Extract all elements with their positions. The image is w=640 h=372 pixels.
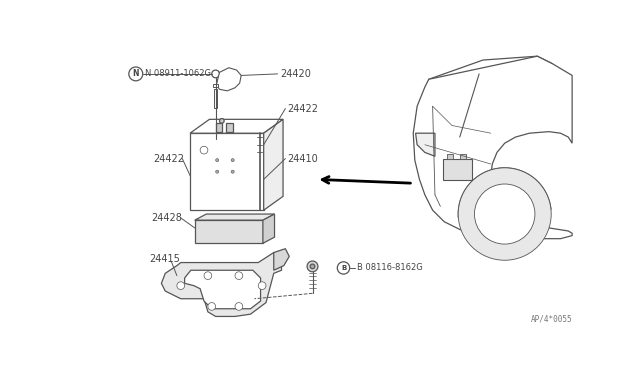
Bar: [443, 158, 472, 180]
Circle shape: [458, 168, 551, 260]
Polygon shape: [263, 214, 275, 243]
Text: 24420: 24420: [280, 69, 311, 79]
Circle shape: [216, 158, 219, 162]
Polygon shape: [274, 249, 289, 270]
Circle shape: [212, 70, 220, 78]
Bar: [195, 220, 263, 243]
Circle shape: [177, 282, 184, 289]
Text: N: N: [132, 70, 139, 78]
Polygon shape: [190, 119, 283, 133]
Circle shape: [235, 302, 243, 310]
Polygon shape: [429, 56, 553, 95]
Text: AP/4*0055: AP/4*0055: [531, 314, 572, 323]
Bar: [190, 133, 264, 210]
Circle shape: [307, 261, 318, 272]
Bar: [216, 123, 222, 132]
Circle shape: [204, 272, 212, 279]
Polygon shape: [430, 87, 444, 106]
Text: N 08911-1062G: N 08911-1062G: [145, 70, 211, 78]
Circle shape: [200, 146, 208, 154]
Text: 24415: 24415: [150, 254, 180, 264]
Circle shape: [235, 272, 243, 279]
Circle shape: [216, 170, 219, 173]
Bar: [447, 154, 452, 159]
Polygon shape: [413, 56, 572, 239]
Circle shape: [231, 170, 234, 173]
Polygon shape: [195, 214, 275, 220]
Bar: [214, 89, 217, 108]
Bar: [213, 84, 218, 87]
Polygon shape: [216, 68, 241, 91]
Bar: [227, 123, 233, 132]
Polygon shape: [161, 253, 282, 317]
Text: 24410: 24410: [288, 154, 319, 164]
Polygon shape: [415, 133, 435, 156]
Text: 24422: 24422: [288, 103, 319, 113]
Circle shape: [208, 302, 216, 310]
Circle shape: [310, 264, 315, 269]
Text: 24428: 24428: [151, 213, 182, 223]
Polygon shape: [184, 270, 260, 309]
Bar: [460, 154, 466, 159]
Circle shape: [259, 282, 266, 289]
Circle shape: [337, 262, 349, 274]
Polygon shape: [264, 119, 283, 210]
Text: B: B: [341, 265, 346, 271]
Text: B 08116-8162G: B 08116-8162G: [358, 263, 423, 272]
Text: 24422: 24422: [154, 154, 184, 164]
Circle shape: [231, 158, 234, 162]
Circle shape: [474, 184, 535, 244]
Circle shape: [220, 119, 224, 123]
Circle shape: [129, 67, 143, 81]
